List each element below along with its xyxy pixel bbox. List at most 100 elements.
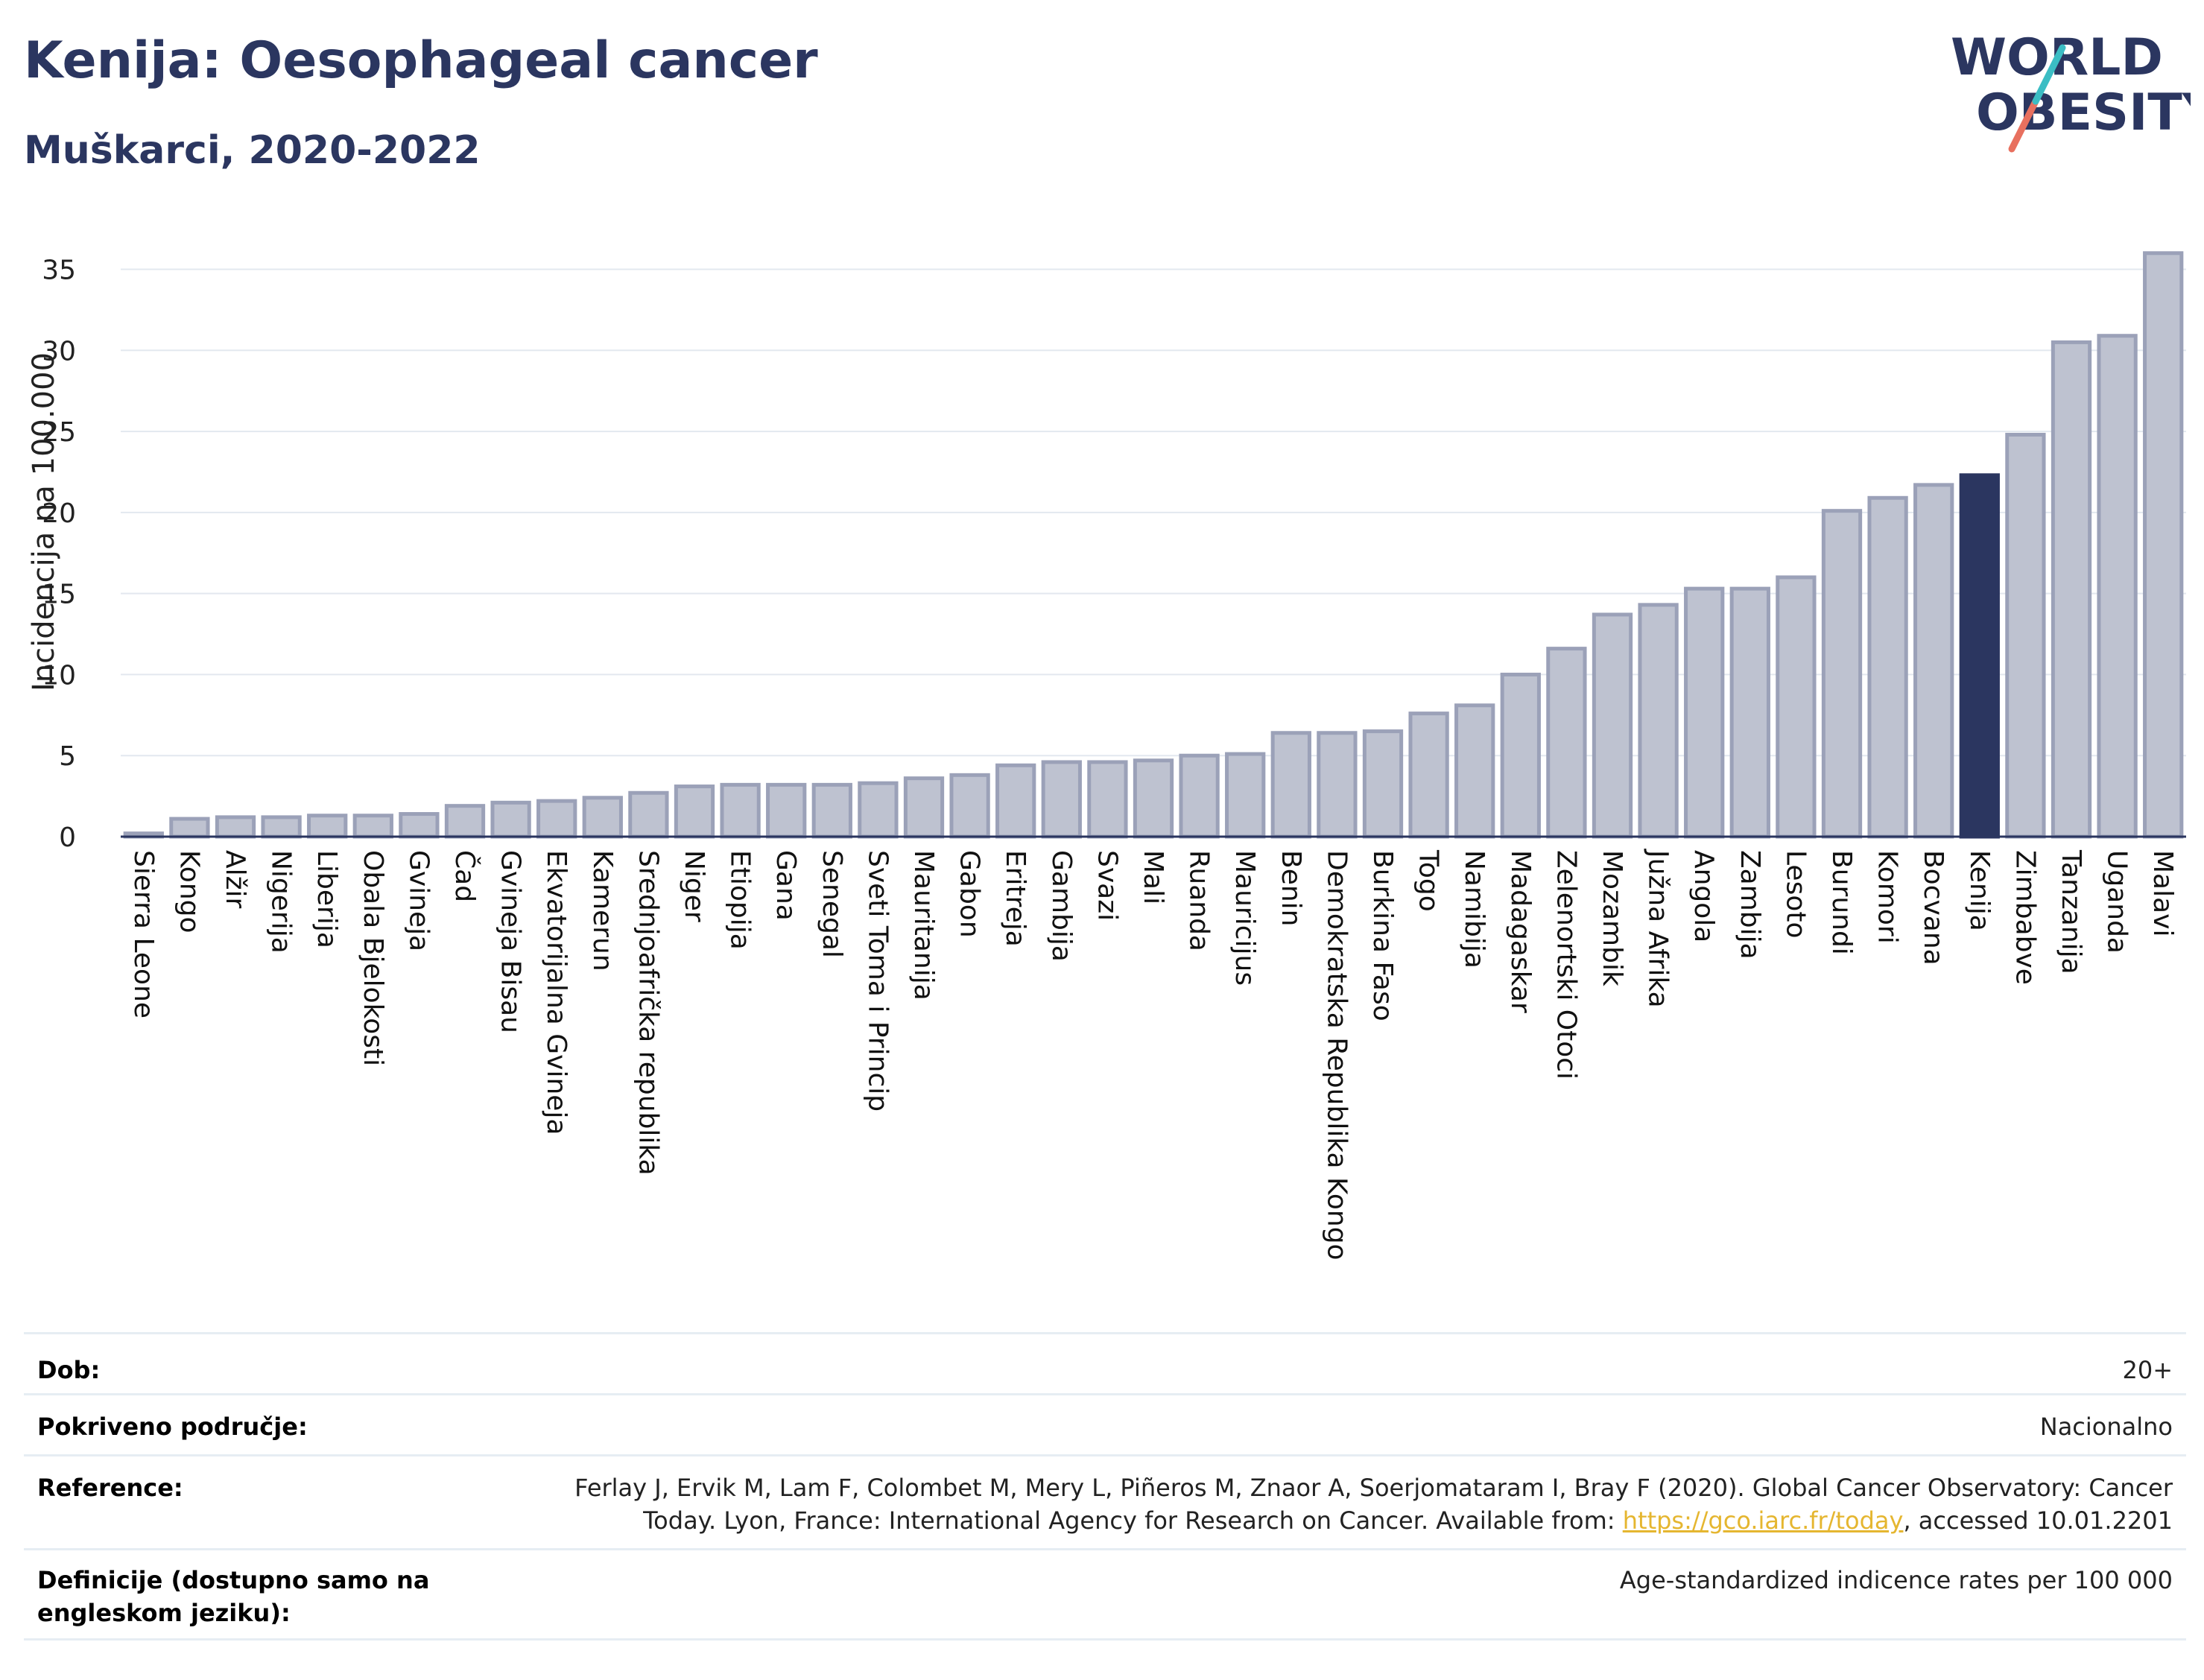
x-tick-label: Madagaskar <box>1505 850 1536 1013</box>
x-tick-label: Srednjoafrička republika <box>633 850 663 1176</box>
bar-malavi <box>2143 251 2184 839</box>
x-tick-label: Bocvana <box>1918 850 1948 966</box>
reference-text-pre: Today. Lyon, France: International Agenc… <box>643 1506 1623 1535</box>
bar-čad <box>444 804 486 839</box>
x-tick-label: Sveti Toma i Princip <box>862 850 893 1112</box>
x-tick-label: Kenija <box>1964 850 1995 931</box>
x-tick-label: Zelenortski Otoci <box>1551 850 1581 1080</box>
y-tick-label: 30 <box>42 336 76 367</box>
x-tick-label: Lesoto <box>1780 850 1811 939</box>
bar-chart: 0 5 10 15 20 25 30 35 Sierra Leone Kongo Alžir Nig… <box>27 251 2186 1261</box>
bar-mauritanija <box>903 776 945 839</box>
x-tick-label: Sierra Leone <box>128 850 159 1018</box>
x-tick-label: Gabon <box>954 850 985 938</box>
bar-južna-afrika <box>1638 603 1679 839</box>
bar-bocvana <box>1913 483 1954 839</box>
x-tick-label: Mozambik <box>1597 850 1627 986</box>
bar-kenija <box>1959 473 2000 839</box>
meta-row-definition: Definicije (dostupno samo na engleskom j… <box>24 1548 2186 1641</box>
x-tick-label: Komori <box>1872 850 1903 944</box>
age-value: 20+ <box>2122 1356 2173 1384</box>
x-axis-labels: Sierra Leone Kongo Alžir Nigerija Liberija Ob… <box>128 849 2178 1261</box>
bar-gabon <box>949 773 990 839</box>
x-tick-label: Gvineja Bisau <box>495 850 526 1033</box>
bars <box>123 251 2184 839</box>
x-tick-label: Niger <box>679 850 709 922</box>
bar-mali <box>1133 758 1174 839</box>
bar-mauricijus <box>1225 752 1266 839</box>
bar-sveti-toma-i-princip <box>858 781 899 839</box>
chart-subtitle: Muškarci, 2020-2022 <box>24 128 481 173</box>
y-axis-ticks: 0 5 10 15 20 25 30 35 <box>42 256 76 853</box>
x-tick-label: Zimbabve <box>2010 850 2040 985</box>
bar-gambija <box>1041 760 1082 839</box>
bar-senegal <box>811 782 852 839</box>
y-tick-label: 15 <box>42 580 76 610</box>
bar-burundi <box>1821 509 1863 839</box>
definition-value: Age-standardized indicence rates per 100… <box>1619 1566 2173 1594</box>
x-tick-label: Demokratska Republika Kongo <box>1321 850 1352 1261</box>
x-tick-label: Togo <box>1413 849 1444 912</box>
x-tick-label: Kongo <box>174 850 204 933</box>
y-tick-label: 35 <box>42 256 76 286</box>
bar-obala-bjelokosti <box>352 814 393 839</box>
bar-gvineja-bisau <box>490 800 531 839</box>
x-tick-label: Ekvatorijalna Gvineja <box>541 850 571 1135</box>
x-tick-label: Mauricijus <box>1229 850 1260 986</box>
bar-niger <box>674 784 715 839</box>
x-tick-label: Nigerija <box>266 850 297 954</box>
y-axis-label: Incidencija na 100.000 <box>27 352 61 691</box>
logo-slash-red <box>2008 98 2039 153</box>
bar-zelenortski-otoci <box>1546 647 1587 839</box>
metadata-table: Dob: 20+ Pokriveno područje: Nacionalno … <box>24 1332 2186 1641</box>
definition-label: Definicije (dostupno samo na engleskom j… <box>37 1566 430 1627</box>
bar-lesoto <box>1776 575 1817 839</box>
x-tick-label: Tanzanija <box>2056 849 2086 974</box>
reference-line-1: Ferlay J, Ervik M, Lam F, Colombet M, Me… <box>574 1474 2173 1502</box>
meta-row-coverage: Pokriveno područje: Nacionalno <box>24 1393 2186 1454</box>
coverage-label: Pokriveno područje: <box>37 1413 308 1441</box>
x-tick-label: Mali <box>1138 850 1168 904</box>
bar-liberija <box>307 814 348 839</box>
x-tick-label: Angola <box>1688 850 1719 942</box>
x-tick-label: Namibija <box>1459 850 1489 969</box>
bar-uganda <box>2097 334 2138 839</box>
bar-gvineja <box>399 812 440 839</box>
x-tick-label: Južna Afrika <box>1643 849 1673 1008</box>
reference-label: Reference: <box>37 1474 183 1502</box>
bar-gana <box>766 782 807 839</box>
reference-link[interactable]: https://gco.iarc.fr/today <box>1622 1506 1904 1535</box>
x-tick-label: Ruanda <box>1184 850 1215 951</box>
bar-kamerun <box>582 796 623 839</box>
coverage-value: Nacionalno <box>2039 1413 2173 1441</box>
x-tick-label: Burkina Faso <box>1367 850 1398 1021</box>
y-tick-label: 10 <box>42 660 76 691</box>
x-tick-label: Gambija <box>1046 850 1077 962</box>
reference-text-post: , accessed 10.01.2201 <box>1903 1506 2173 1535</box>
x-tick-label: Čad <box>449 850 481 902</box>
bar-benin <box>1270 731 1311 839</box>
x-tick-label: Mauritanija <box>908 850 939 1001</box>
bar-zambija <box>1729 586 1770 839</box>
x-tick-label: Zambija <box>1735 850 1765 960</box>
x-tick-label: Uganda <box>2102 850 2132 954</box>
y-tick-label: 20 <box>42 498 76 529</box>
bar-zimbabve <box>2005 432 2046 839</box>
x-tick-label: Gana <box>770 850 801 921</box>
reference-line-2: Today. Lyon, France: International Agenc… <box>574 1504 2173 1537</box>
bar-mozambik <box>1592 612 1633 839</box>
bar-ruanda <box>1179 753 1220 839</box>
bar-svazi <box>1087 760 1128 839</box>
y-tick-label: 25 <box>42 417 76 448</box>
x-tick-label: Liberija <box>311 850 342 948</box>
bar-nigerija <box>261 815 302 839</box>
logo-text-obesity: OBESITY <box>1976 83 2191 142</box>
x-tick-label: Etiopija <box>725 850 756 950</box>
world-obesity-logo: WORLD OBESITY <box>1951 28 2191 153</box>
x-tick-label: Obala Bjelokosti <box>358 850 388 1066</box>
x-tick-label: Alžir <box>220 850 250 909</box>
x-tick-label: Eritreja <box>1000 850 1030 947</box>
bar-alžir <box>215 815 256 839</box>
bar-tanzanija <box>2051 340 2092 839</box>
bar-togo <box>1408 711 1449 839</box>
